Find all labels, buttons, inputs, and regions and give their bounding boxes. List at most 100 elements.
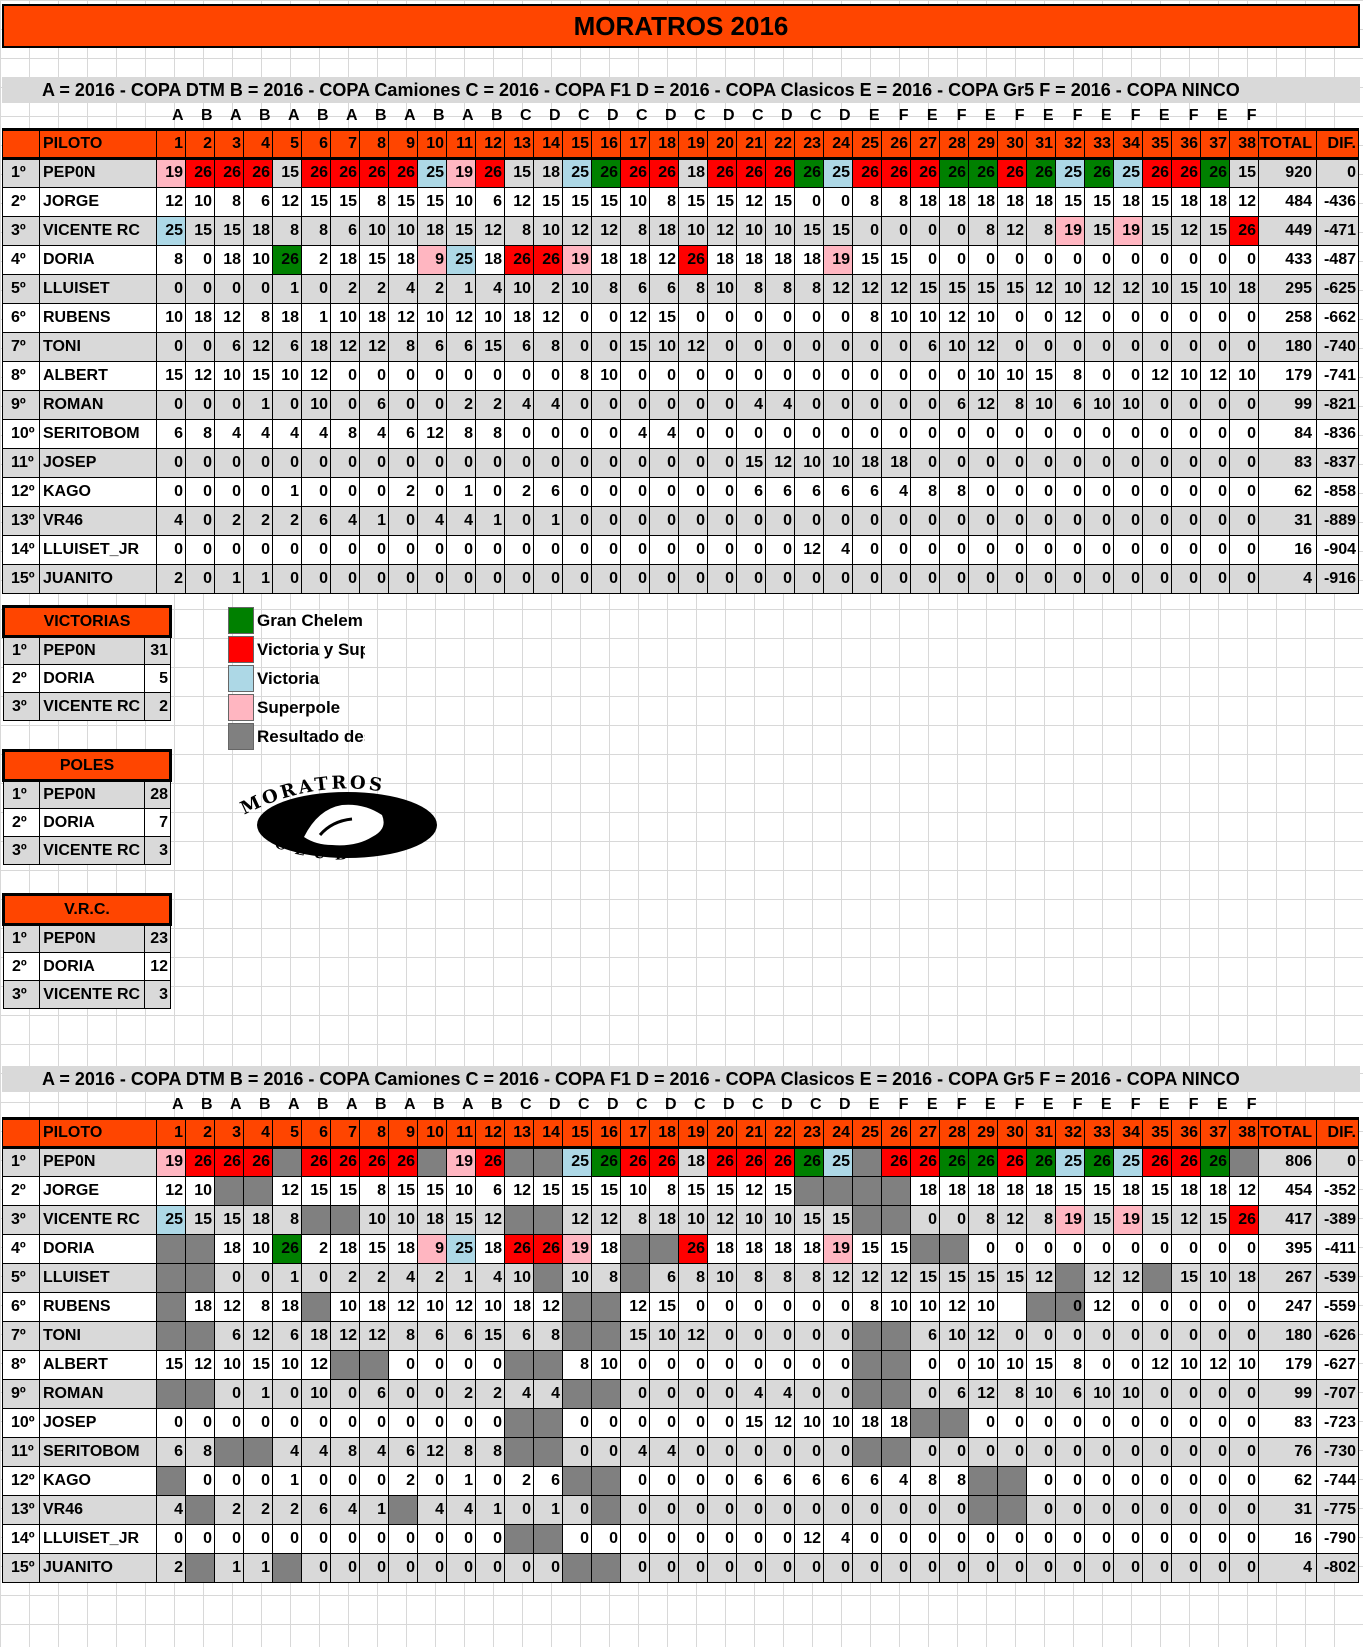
race-points: 18	[649, 215, 679, 246]
race-points: 18	[185, 1291, 215, 1322]
race-points: 12	[1200, 360, 1230, 391]
total-points: 179	[1258, 1349, 1317, 1380]
race-points: 26	[533, 1233, 563, 1264]
race-points: 15	[736, 447, 766, 478]
race-points: 8	[649, 186, 679, 217]
race-points: 0	[1229, 476, 1259, 507]
race-points: 15	[1084, 1175, 1114, 1206]
race-points: 6	[533, 1465, 563, 1496]
race-points: 18	[388, 1233, 418, 1264]
rank: 8º	[2, 1349, 40, 1380]
race-points: 4	[330, 1494, 360, 1525]
race-points: 0	[649, 1523, 679, 1554]
race-points: 0	[533, 418, 563, 449]
race-points: 10	[939, 1320, 969, 1351]
driver-name: RUBENS	[39, 302, 157, 333]
driver-name: TONI	[39, 331, 157, 362]
race-points: 6	[910, 331, 940, 362]
race-points: 0	[301, 1465, 331, 1496]
race-points: 2	[243, 505, 273, 536]
race-points: 10	[881, 302, 911, 333]
race-points: 4	[736, 389, 766, 420]
race-points: 0	[678, 302, 708, 333]
race-points: 0	[359, 1407, 389, 1438]
race-points: 0	[243, 1407, 273, 1438]
race-points: 18	[591, 244, 621, 275]
race-points: 26	[1026, 157, 1056, 188]
race-points: 6	[504, 331, 534, 362]
race-points: 18	[678, 157, 708, 188]
race-points: 18	[417, 1204, 447, 1235]
race-points: 0	[765, 505, 795, 536]
count: 3	[143, 980, 172, 1009]
table-row: 11º JOSEP 0 0 0 0 0 0 0 0 0 0 0 0 0 0 0 0 0 0 0 0 15 12 10 10 18 18…	[2, 447, 1359, 478]
race-points: 0	[707, 360, 737, 391]
header-race-number: 14	[533, 127, 563, 160]
race-points: 0	[1113, 244, 1143, 275]
race-points: 0	[533, 563, 563, 594]
race-points: 0	[620, 1378, 650, 1409]
race-points: 0	[939, 244, 969, 275]
race-points	[214, 1436, 244, 1467]
race-points: 4	[156, 505, 186, 536]
race-points: 26	[1229, 1204, 1259, 1235]
race-points: 0	[1171, 505, 1201, 536]
race-points: 0	[388, 505, 418, 536]
race-points: 26	[359, 1146, 389, 1177]
cup-letter: F	[1130, 1096, 1141, 1114]
race-points: 0	[388, 1552, 418, 1583]
table-row: 5º LLUISET 0 0 0 0 1 0 2 2 4 2 1 4 10 2 10 8 6 6 8 10 8 8 8 12 12 1…	[2, 273, 1359, 304]
race-points: 12	[417, 1436, 447, 1467]
race-points: 0	[301, 1262, 331, 1293]
race-points: 0	[649, 1378, 679, 1409]
victorias-title: VICTORIAS	[2, 605, 172, 638]
race-points: 0	[968, 244, 998, 275]
race-points: 19	[562, 244, 592, 275]
race-points: 0	[504, 447, 534, 478]
race-points: 15	[475, 331, 505, 362]
race-points: 0	[736, 534, 766, 565]
cup-letter: E	[1158, 107, 1170, 125]
race-points: 18	[214, 244, 244, 275]
race-points: 0	[620, 505, 650, 536]
race-points: 8	[591, 1262, 621, 1293]
header-race-number: 21	[736, 127, 766, 160]
table-row: 12º KAGO 0 0 0 1 0 0 0 2 0 1 0 2 6 0 0 0 0 6 6 6 6 6 4 8 8 0 0 0 0 0 0 0 0…	[2, 1465, 1359, 1496]
race-points: 26	[388, 1146, 418, 1177]
race-points: 10	[388, 215, 418, 246]
race-points: 0	[794, 1349, 824, 1380]
race-points: 8	[765, 273, 795, 304]
cup-letter: D	[606, 1096, 619, 1114]
race-points	[533, 1349, 563, 1380]
race-points: 0	[417, 1523, 447, 1554]
race-points: 6	[475, 1175, 505, 1206]
driver-name: VICENTE RC	[39, 1204, 157, 1235]
race-points: 4	[243, 418, 273, 449]
rank: 3º	[2, 836, 41, 865]
race-points: 8	[910, 476, 940, 507]
race-points: 15	[446, 215, 476, 246]
race-points: 0	[417, 1378, 447, 1409]
spacer	[40, 1094, 157, 1118]
race-points: 0	[794, 331, 824, 362]
race-points	[591, 1320, 621, 1351]
race-points: 0	[1229, 505, 1259, 536]
cup-letter: D	[548, 107, 561, 125]
race-points: 26	[185, 157, 215, 188]
total-points: 484	[1258, 186, 1317, 217]
race-points: 12	[1113, 1262, 1143, 1293]
race-points: 0	[185, 476, 215, 507]
driver-name: JOSEP	[39, 447, 157, 478]
race-points: 0	[823, 1378, 853, 1409]
header-race-number: 2	[185, 1116, 215, 1149]
total-points: 454	[1258, 1175, 1317, 1206]
table-row: 4º DORIA 8 0 18 10 26 2 18 15 18 9 25 18 26 26 19 18 18 12 2…	[2, 244, 1359, 275]
race-points: 12	[243, 331, 273, 362]
race-points: 26	[214, 157, 244, 188]
race-points: 25	[562, 1146, 592, 1177]
race-points: 26	[968, 157, 998, 188]
race-points: 0	[330, 1465, 360, 1496]
race-points: 0	[1026, 534, 1056, 565]
race-points	[823, 1175, 853, 1206]
race-points: 8	[765, 1262, 795, 1293]
